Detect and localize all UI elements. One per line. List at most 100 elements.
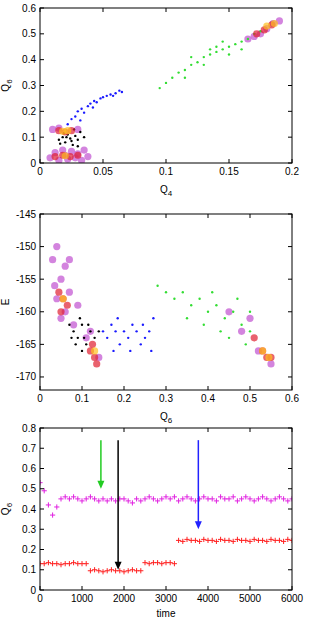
plus-marker xyxy=(155,560,160,565)
arrow-head xyxy=(115,562,122,570)
point xyxy=(249,311,251,313)
plus-marker xyxy=(193,538,198,543)
x-tick-label: 0.05 xyxy=(93,166,113,177)
point xyxy=(102,330,104,332)
y-tick xyxy=(40,311,292,312)
density-point xyxy=(267,360,274,367)
x-tick-label: 0.2 xyxy=(117,393,131,404)
x-tick xyxy=(82,214,83,390)
x-tick xyxy=(166,8,167,163)
plus-marker xyxy=(201,537,206,542)
y-tick-label: 0.2 xyxy=(22,106,36,117)
point xyxy=(85,343,87,345)
y-tick-label: -155 xyxy=(16,274,36,285)
y-tick-label: 0.3 xyxy=(22,524,36,535)
plot-frame xyxy=(40,428,292,590)
point xyxy=(222,48,224,50)
x-tick-label: 6000 xyxy=(281,593,304,604)
plus-marker xyxy=(50,512,55,517)
density-point xyxy=(66,289,73,296)
point xyxy=(70,118,72,120)
point xyxy=(83,136,85,138)
x-tick xyxy=(166,428,167,590)
plus-marker xyxy=(260,538,265,543)
density-point xyxy=(70,321,77,328)
point xyxy=(81,324,83,326)
density-point xyxy=(51,282,58,289)
point xyxy=(249,330,251,332)
density-point xyxy=(265,354,272,361)
y-tick xyxy=(40,376,292,377)
density-point xyxy=(91,347,98,354)
x-tick xyxy=(250,214,251,390)
plus-marker xyxy=(92,567,97,572)
density-point xyxy=(87,328,94,335)
x-tick xyxy=(103,8,104,163)
point xyxy=(177,71,179,73)
density-point xyxy=(74,302,81,309)
density-point xyxy=(89,341,96,348)
plus-marker xyxy=(235,537,240,542)
x-tick-label: 0.1 xyxy=(75,393,89,404)
series xyxy=(40,537,292,575)
point xyxy=(121,91,123,93)
density-point xyxy=(52,153,59,160)
point xyxy=(186,317,188,319)
y-tick-label: 0.6 xyxy=(22,3,36,14)
plus-marker xyxy=(218,537,223,542)
point xyxy=(184,69,186,71)
point xyxy=(93,337,95,339)
y-tick xyxy=(40,448,292,449)
plus-marker xyxy=(46,560,51,565)
x-tick-label: 0.5 xyxy=(243,393,257,404)
y-axis-label: Q6 xyxy=(0,502,14,515)
density-point xyxy=(57,315,64,322)
series xyxy=(68,317,100,352)
marks xyxy=(49,243,275,368)
plus-marker xyxy=(42,561,47,566)
point xyxy=(92,106,94,108)
plus-marker xyxy=(243,538,248,543)
panel: 00.050.10.150.200.10.20.30.40.50.6Q4Q6 xyxy=(0,3,299,199)
subscript: 6 xyxy=(168,416,173,425)
point xyxy=(196,61,198,63)
point xyxy=(224,317,226,319)
plus-marker xyxy=(84,561,89,566)
point xyxy=(75,343,77,345)
y-axis-label: E xyxy=(0,298,11,305)
plus-marker xyxy=(252,537,257,542)
y-tick-label: 0 xyxy=(30,158,36,169)
point xyxy=(74,115,76,117)
plot-frame xyxy=(40,214,292,390)
y-tick-label: 0.6 xyxy=(22,463,36,474)
x-tick xyxy=(229,8,230,163)
arrow-shaft xyxy=(198,440,200,523)
plus-marker xyxy=(147,561,152,566)
point xyxy=(93,100,95,102)
x-tick xyxy=(208,214,209,390)
point xyxy=(247,38,249,40)
plus-marker xyxy=(172,561,177,566)
point xyxy=(152,317,154,319)
density-point xyxy=(62,263,69,270)
arrow xyxy=(97,440,104,489)
x-tick-label: 0.4 xyxy=(201,393,215,404)
point xyxy=(77,337,79,339)
plus-marker xyxy=(168,560,173,565)
plus-marker xyxy=(96,568,101,573)
plus-marker xyxy=(58,562,63,567)
density-point xyxy=(64,127,71,134)
density-point xyxy=(259,347,266,354)
point xyxy=(211,291,213,293)
point xyxy=(89,102,91,104)
density-point xyxy=(62,152,69,159)
point xyxy=(135,330,137,332)
point xyxy=(165,291,167,293)
y-tick-label: -150 xyxy=(16,241,36,252)
density-point xyxy=(225,308,232,315)
point xyxy=(72,144,74,146)
point xyxy=(198,298,200,300)
point xyxy=(203,64,205,66)
point xyxy=(236,298,238,300)
point xyxy=(106,95,108,97)
